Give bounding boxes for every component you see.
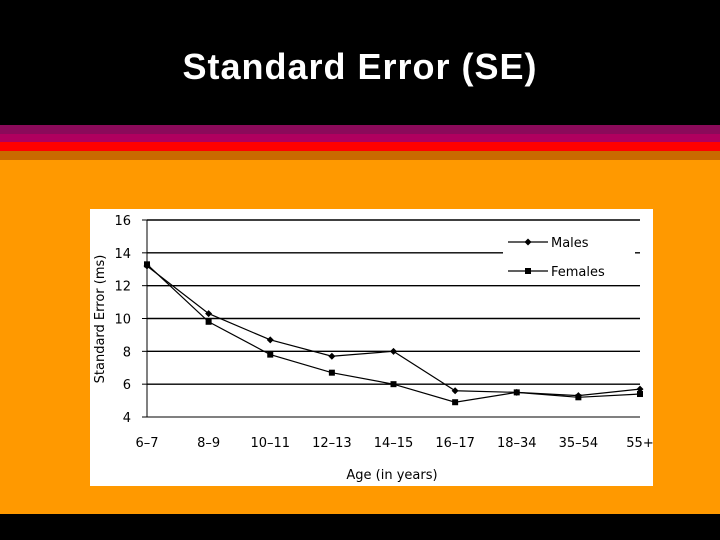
point-females bbox=[267, 351, 274, 358]
point-males bbox=[451, 387, 459, 395]
decor-stripe-3 bbox=[0, 142, 720, 151]
chart-panel: 4 6 8 10 12 14 16 6–7 8–9 10–11 12–13 14–15 16–17 18… bbox=[90, 209, 654, 486]
legend: Males Females bbox=[503, 229, 635, 280]
x-tick-label: 18–34 bbox=[497, 436, 537, 451]
point-females bbox=[452, 399, 459, 406]
point-males bbox=[266, 336, 274, 344]
y-tick-label: 16 bbox=[114, 214, 131, 229]
x-axis-label: Age (in years) bbox=[346, 468, 437, 483]
x-tick-labels: 6–7 8–9 10–11 12–13 14–15 16–17 18–34 35–54 55+ bbox=[135, 436, 653, 451]
point-females bbox=[144, 261, 150, 268]
legend-marker bbox=[525, 268, 531, 274]
legend-marker bbox=[524, 238, 532, 246]
point-males bbox=[328, 352, 336, 360]
y-tick-label: 14 bbox=[114, 247, 131, 262]
x-tick-label: 14–15 bbox=[374, 436, 414, 451]
x-tick-label: 55+ bbox=[626, 436, 653, 451]
y-tick-label: 10 bbox=[114, 313, 131, 328]
point-females bbox=[205, 318, 212, 325]
x-tick-label: 10–11 bbox=[250, 436, 290, 451]
y-tick-labels: 4 6 8 10 12 14 16 bbox=[114, 214, 147, 426]
decor-stripe-4 bbox=[0, 151, 720, 160]
y-tick-label: 8 bbox=[123, 345, 131, 360]
point-males bbox=[390, 347, 397, 355]
bottom-band bbox=[0, 514, 720, 540]
title-band bbox=[0, 0, 720, 125]
point-females bbox=[390, 381, 397, 388]
point-males bbox=[636, 385, 644, 393]
decor-stripe-2 bbox=[0, 134, 720, 142]
line-chart: 4 6 8 10 12 14 16 6–7 8–9 10–11 12–13 14–15 16–17 18… bbox=[93, 214, 654, 483]
series-group bbox=[143, 261, 644, 406]
point-females bbox=[513, 389, 520, 396]
point-females bbox=[328, 369, 335, 376]
point-females bbox=[637, 391, 643, 398]
y-tick-label: 4 bbox=[123, 411, 131, 426]
x-tick-label: 35–54 bbox=[559, 436, 599, 451]
x-tick-label: 8–9 bbox=[197, 436, 220, 451]
legend-label: Females bbox=[551, 265, 605, 280]
point-females bbox=[575, 394, 582, 401]
decor-stripe-1 bbox=[0, 125, 720, 134]
y-axis-label: Standard Error (ms) bbox=[93, 255, 108, 384]
y-tick-label: 6 bbox=[123, 378, 131, 393]
x-tick-label: 16–17 bbox=[435, 436, 475, 451]
slide-title: Standard Error (SE) bbox=[182, 46, 538, 87]
x-tick-label: 12–13 bbox=[312, 436, 352, 451]
point-males bbox=[205, 310, 213, 318]
x-tick-label: 6–7 bbox=[135, 436, 158, 451]
y-tick-label: 12 bbox=[114, 280, 131, 295]
legend-label: Males bbox=[551, 236, 589, 251]
